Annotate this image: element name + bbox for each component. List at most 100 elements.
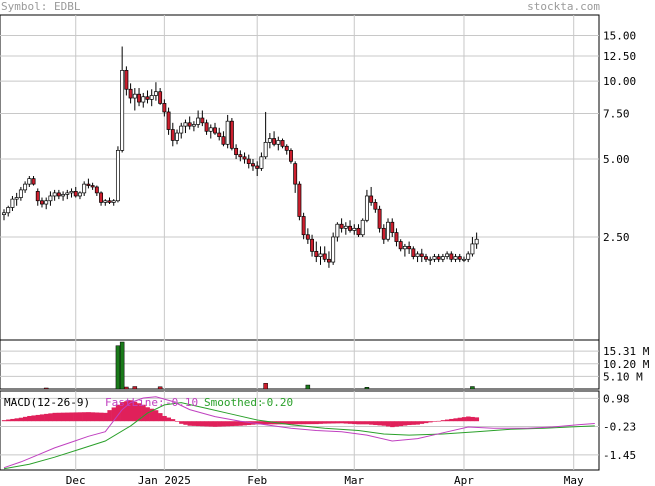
macd-histogram-bar [432,421,437,422]
macd-histogram-bar [73,412,79,422]
candle-body [415,253,420,257]
candle-body [242,156,247,160]
macd-histogram-bar [335,421,340,424]
candle-body [208,127,213,132]
candle-body [466,253,471,260]
candle-body [352,227,357,231]
macd-smoothed-line [3,402,595,470]
volume-bar [132,386,138,390]
candle-body [40,200,44,205]
macd-histogram-bar [103,412,108,422]
macd-histogram-bar [183,421,188,425]
volume-bar [115,345,121,390]
candle-body [246,158,251,164]
candle-body [27,178,32,185]
candle-body [221,136,226,145]
price-tick-label: 5.00 [603,153,630,166]
macd-histogram-bar [124,401,129,422]
macd-histogram-bar [94,412,100,422]
candle-body [462,258,466,261]
macd-histogram-bar [377,421,382,426]
candle-body [276,140,281,145]
candle-body [436,256,441,260]
macd-histogram-bar [166,417,171,422]
candle-body [204,122,209,132]
macd-histogram-bar [470,416,475,422]
candle-body [86,183,91,186]
macd-histogram-bar [225,421,231,427]
candle-body [158,91,163,104]
x-tick-label: May [564,474,584,486]
candle-body [149,95,154,100]
volume-tick-label: 15.31 M [603,345,650,358]
macd-histogram-bar [284,421,290,425]
symbol-value: EDBL [53,0,81,13]
macd-histogram-bar [233,421,239,426]
candle-body [107,200,112,203]
macd-histogram-bar [267,421,273,425]
price-tick-label: 7.50 [603,107,630,120]
macd-histogram-bar [52,412,58,422]
macd-fastline-line [3,396,595,469]
macd-histogram-bar [318,421,323,424]
candle-body [259,156,264,169]
macd-histogram-bar [385,421,391,427]
candle-body [335,223,340,238]
candle-body [200,117,205,124]
volume-bar [263,383,268,390]
candle-body [364,195,369,221]
macd-histogram-bar [107,410,112,422]
x-tick-label: Jan 2025 [138,474,191,486]
candle-body [432,256,437,260]
candle-body [424,256,428,260]
macd-histogram-bar [136,403,142,422]
price-tick-label: 10.00 [603,75,636,88]
macd-histogram-bar [297,421,302,425]
candle-body [411,248,416,257]
candle-body [44,200,49,205]
macd-histogram-bar [339,421,345,424]
candle-body [398,241,403,250]
macd-histogram-bar [56,412,62,422]
axis-labels: Dec Jan 2025 Feb Mar Apr May 15.00 12.50 10.00 7.… [66,30,650,486]
volume-bars [43,341,475,390]
candle-body [369,195,374,203]
candle-body [111,200,116,203]
macd-histogram-bar [170,419,176,422]
candle-body [234,147,239,155]
macd-histogram-bar [27,415,32,422]
macd-histogram-bar [301,421,307,425]
macd-histogram-bar [48,413,53,422]
price-panel-frame [0,14,600,341]
macd-histogram-bar [208,421,214,427]
macd-histogram-bar [238,421,243,426]
candle-body [10,198,15,208]
macd-histogram-bar [98,412,104,422]
macd-histogram-bar [331,421,336,424]
macd-histogram-bar [352,421,357,425]
candle-body [162,103,167,113]
macd-histogram-bar [246,421,252,426]
candle-body [289,150,293,162]
candle-body [94,186,99,194]
macd-histogram-bar [369,421,374,425]
candle-body [2,212,6,215]
macd-histogram-bar [288,421,294,425]
candle-body [470,243,475,255]
candle-body [428,258,433,261]
candle-body [179,125,184,134]
candle-body [267,138,272,143]
candle-body [90,185,95,188]
macd-smoothed-value: -0.20 [260,396,293,409]
macd-histogram-bar [356,421,361,425]
chart-grid [0,15,599,470]
candle-body [99,192,104,203]
candle-body [373,202,378,210]
candle-body [191,124,196,127]
candle-body [457,256,462,260]
candle-body [82,183,87,194]
candle-body [255,165,260,169]
candle-body [145,96,150,100]
